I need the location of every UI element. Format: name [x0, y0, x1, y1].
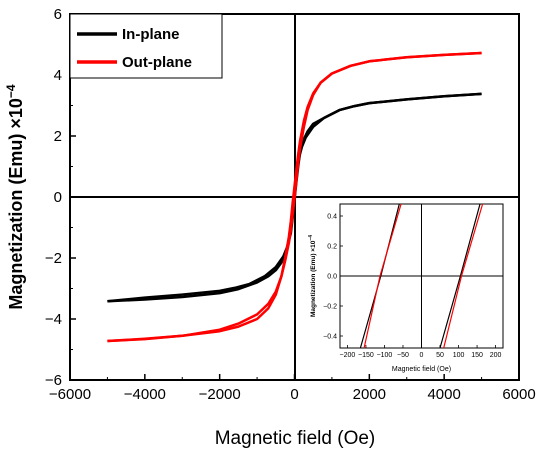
x-tick-label: −4000	[124, 386, 166, 403]
x-axis-label: Magnetic field (Oe)	[215, 428, 376, 449]
x-tick-label: 4000	[427, 386, 460, 403]
inset-y-tick-label: −0.2	[323, 304, 337, 311]
inset-y-tick-label: 0.4	[327, 214, 337, 221]
legend: In-plane Out-plane	[69, 13, 223, 79]
inset-x-tick-label: 150	[471, 352, 483, 359]
y-tick-label: 6	[54, 6, 62, 23]
inset-series-line-in-plane-ascending	[439, 203, 481, 349]
inset-x-axis-label: Magnetic field (Oe)	[392, 366, 451, 373]
inset-x-tick-label: −200	[340, 352, 356, 359]
inset-y-axis-label: Magnetization (Emu) ×10−4	[308, 235, 317, 317]
y-axis-label: Magnetization (Emu) ×10−4	[4, 84, 26, 310]
legend-box	[69, 13, 223, 79]
y-tick-label: −2	[45, 250, 62, 267]
x-tick-label: 0	[290, 386, 298, 403]
inset-y-axis-label-exponent: −4	[308, 235, 314, 241]
inset-x-tick-label: −100	[377, 352, 393, 359]
x-tick-label: −2000	[199, 386, 241, 403]
legend-label-out-plane: Out-plane	[122, 54, 192, 71]
y-tick-label: 0	[54, 189, 62, 206]
inset-x-tick-label: 100	[453, 352, 465, 359]
y-tick-label: −6	[45, 372, 62, 389]
inset-curves	[359, 203, 484, 349]
inset-x-tick-label: 50	[436, 352, 444, 359]
inset-ticks: −200 −150 −100 −50 0 50 100 150 200 −0.4 −0.2 0.0 0.…	[323, 214, 501, 360]
inset-x-tick-label: −150	[358, 352, 374, 359]
y-axis-label-text: Magnetization (Emu) ×10	[6, 98, 26, 310]
y-axis-label-exponent: −4	[4, 84, 18, 98]
y-tick-label: 2	[54, 128, 62, 145]
inset-x-tick-label: 200	[490, 352, 502, 359]
inset-y-tick-label: 0.0	[327, 274, 337, 281]
legend-label-in-plane: In-plane	[122, 26, 180, 43]
inset-series-line-out-plane-ascending	[443, 203, 484, 349]
x-tick-label: −6000	[49, 386, 91, 403]
y-tick-label: −4	[45, 311, 62, 328]
x-tick-label: 6000	[502, 386, 535, 403]
inset-plot: −200 −150 −100 −50 0 50 100 150 200 −0.4 −0.2 0.0 0.…	[308, 203, 504, 373]
series-line-out-plane-lower-branch	[107, 51, 482, 343]
inset-series-line-in-plane-descending	[359, 203, 400, 349]
y-tick-label: 4	[54, 67, 62, 84]
inset-x-tick-label: 0	[420, 352, 424, 359]
inset-y-tick-label: −0.4	[323, 334, 337, 341]
inset-x-tick-label: −50	[397, 352, 409, 359]
main-curves	[107, 51, 482, 343]
inset-series-line-out-plane-descending	[363, 203, 402, 349]
inset-y-tick-label: 0.2	[327, 244, 337, 251]
x-tick-label: 2000	[353, 386, 386, 403]
inset-y-axis-label-text: Magnetization (Emu) ×10	[310, 240, 317, 317]
